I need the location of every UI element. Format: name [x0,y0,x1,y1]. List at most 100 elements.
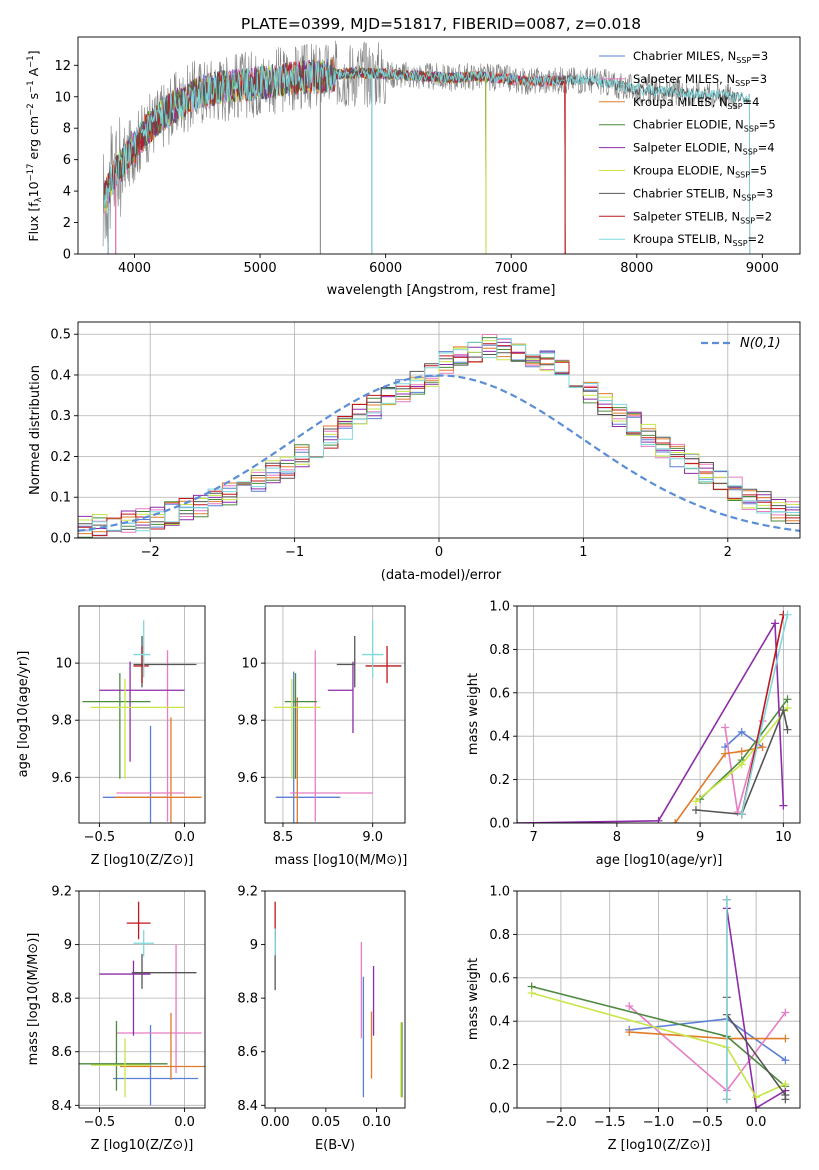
mass-weight-marker [737,760,746,769]
x-tick-label: 6000 [369,261,402,276]
y-axis-label: mass weight [466,958,481,1040]
legend-label: Salpeter STELIB, NSSP=2 [633,209,772,225]
plot-area-massweight_vs_age [517,610,792,823]
x-axis-label: age [log10(age/yr)] [596,853,723,868]
y-tick-label: 0.8 [489,928,510,943]
y-tick-label: 0.1 [50,491,71,506]
legend-value: =2 [748,232,765,246]
errorbar-point [116,944,202,1074]
mass-weight-marker [781,1056,790,1065]
x-tick-label: 4000 [118,261,151,276]
errorbar-point [90,678,185,779]
x-tick-label: 8 [613,830,621,845]
plot-area-mass_vs_ebv [274,901,403,1098]
x-axis-label: wavelength [Angstrom, rest frame] [327,283,556,298]
legend-subscript: SSP [735,79,750,88]
mass-weight-marker [737,747,746,756]
x-tick-label: 7000 [495,261,528,276]
mass-weight-marker [733,808,742,817]
mass-weight-marker [781,1080,790,1089]
x-tick-label: 9000 [746,261,779,276]
tspan: −2 [26,103,36,116]
y-tick-label: 2 [63,216,71,231]
x-tick-label: 7 [530,830,538,845]
y-axis-label: Normed distribution [28,365,43,495]
legend-value: =4 [758,141,775,155]
plots: 4000 5000 6000 7000 8000 9000024681012Chabrie… [16,36,801,1153]
x-tick-label: −2.0 [545,1115,577,1130]
mass-weight-marker [722,895,731,904]
legend-label: Chabrier MILES, NSSP=3 [633,49,768,65]
x-tick-label: 8000 [620,261,653,276]
legend-label: Chabrier ELODIE, NSSP=5 [633,118,776,134]
mass-weight-marker [781,1095,790,1104]
plot-area-massweight_vs_z [527,895,790,1108]
x-axis-label: (data-model)/error [381,568,502,583]
y-tick-label: 1.0 [489,600,510,615]
x-tick-label: 2 [724,545,732,560]
y-tick-label: 0.4 [489,1015,510,1030]
tspan: s [26,93,41,104]
mass-weight-marker [527,988,536,997]
errorbar-point [290,650,373,822]
y-tick-label: 8.8 [51,992,72,1007]
x-axis-label: Z [log10(Z/Z⊙)] [91,1138,194,1153]
histogram-series [78,344,800,536]
legend-value: =5 [750,164,767,178]
y-tick-label: 0.2 [50,450,71,465]
model-spectrum-line [104,61,566,254]
mass-weight-marker [625,1002,634,1011]
mass-weight-marker [783,703,792,712]
y-tick-label: 0.8 [489,643,510,658]
errorbar-point [293,697,298,823]
x-tick-label: −0.5 [84,830,116,845]
legend-label: Salpeter ELODIE, NSSP=4 [633,141,775,157]
axes-massweight_vs_z: −2.0 −1.5 −1.0 −0.5 0.0 0.0 0.2 0.4 0.6 0.8 1.0 [489,885,801,1130]
tspan: ] [26,50,41,55]
y-tick-label: 9 [250,938,258,953]
y-tick-label: 9.6 [51,771,72,786]
y-tick-label: 9.2 [51,885,72,900]
mass-weight-marker [752,1104,761,1108]
x-tick-label: 5000 [244,261,277,276]
y-tick-label: 9.8 [237,714,258,729]
plot-area-age_vs_mass [273,620,402,823]
errorbar-point [284,673,318,779]
mass-weight-marker [691,805,700,814]
y-tick-label: 1.0 [489,885,510,900]
mass-weight-line [740,614,789,815]
tspan: erg cm [26,116,41,164]
legend-subscript: SSP [744,125,759,134]
errorbar-point [79,1020,168,1091]
x-axis-label: E(B-V) [315,1138,355,1153]
legend-subscript: SSP [741,193,756,202]
errorbar-point [102,725,168,823]
legend-subscript: SSP [743,148,758,157]
legend-subscript: SSP [740,216,755,225]
y-axis-label: mass [log10(M/M⊙)] [26,933,41,1066]
errorbar-point [131,953,197,989]
x-tick-label: −1.5 [594,1115,626,1130]
errorbar-point [126,901,151,940]
mass-weight-marker [722,1095,731,1104]
axes-frame [78,890,206,1109]
y-tick-label: 0.4 [489,730,510,745]
mass-weight-line [531,992,786,1099]
legend-label: Kroupa STELIB, NSSP=2 [633,232,764,248]
axes-frame [78,605,206,824]
y-tick-label: 8.4 [237,1099,258,1114]
axes-mass_vs_z: −0.5 0.0 8.4 8.6 8.8 9 9.2 [51,885,206,1130]
errorbar-point [119,1012,205,1080]
axes-massweight_vs_age: 7 8 9 10 0.0 0.2 0.4 0.6 0.8 1.0 [489,600,801,845]
mass-weight-marker [783,610,792,619]
mass-weight-marker [779,801,788,810]
x-tick-label: 0.0 [174,830,195,845]
y-tick-label: 8.8 [237,992,258,1007]
mass-weight-marker [779,706,788,715]
axes-frame [264,890,406,1109]
y-axis-label: Flux [fλ10−17 erg cm−2 s−1 A−1] [26,50,44,241]
legend-subscript: SSP [733,239,748,248]
errorbar-point [133,635,197,688]
normal-curve [78,374,800,532]
y-tick-label: 8.6 [237,1045,258,1060]
